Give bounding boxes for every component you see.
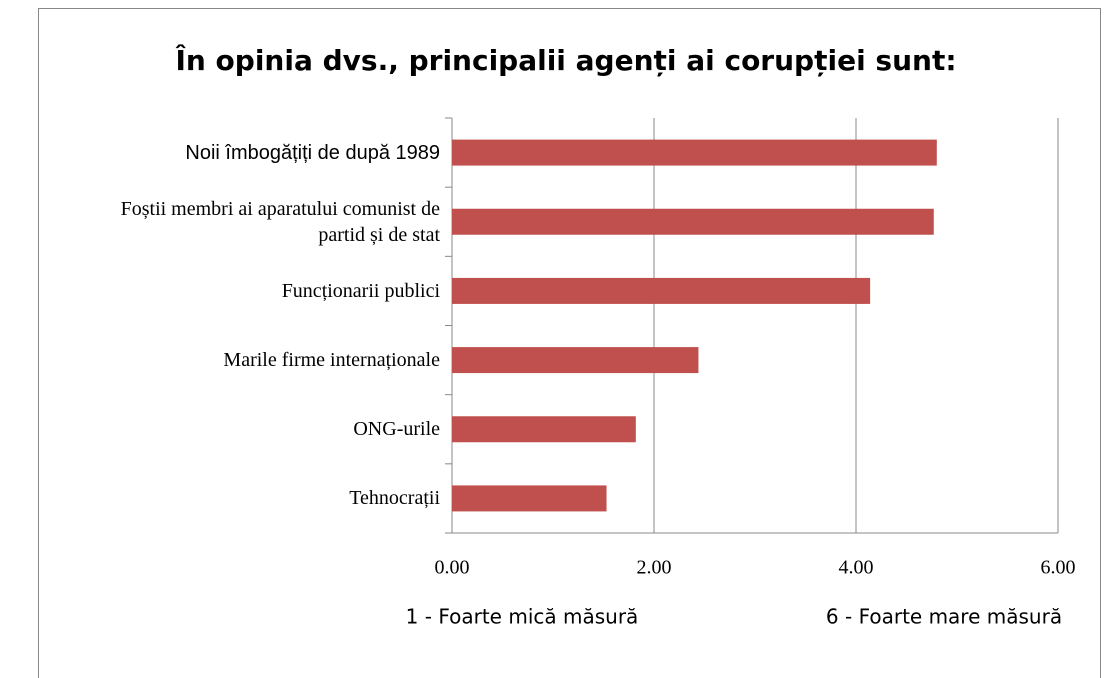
- y-tick-label: Foștii membri ai aparatului comunist de …: [120, 197, 440, 246]
- x-tick-label: 4.00: [839, 557, 874, 579]
- x-tick-label: 0.00: [435, 557, 470, 579]
- annotation: 1 - Foarte mică măsură: [406, 605, 639, 629]
- x-tick-label: 2.00: [637, 557, 672, 579]
- bar: [452, 277, 871, 304]
- y-tick-label: ONG-urile: [353, 418, 440, 441]
- bar: [452, 485, 607, 512]
- bar: [452, 139, 937, 166]
- y-tick-label: Marile firme internaționale: [223, 349, 440, 372]
- y-tick-label: Tehnocrații: [349, 487, 440, 510]
- chart-title: În opinia dvs., principalii agenți ai co…: [175, 43, 956, 77]
- bar: [452, 208, 934, 235]
- bar: [452, 347, 699, 374]
- y-tick-label: Funcționarii publici: [281, 279, 440, 302]
- chart-border: [38, 8, 1101, 678]
- x-tick-label: 6.00: [1041, 557, 1076, 579]
- bar: [452, 416, 636, 443]
- annotation: 6 - Foarte mare măsură: [826, 605, 1062, 629]
- y-tick-label: Noii îmbogățiți de după 1989: [185, 141, 440, 164]
